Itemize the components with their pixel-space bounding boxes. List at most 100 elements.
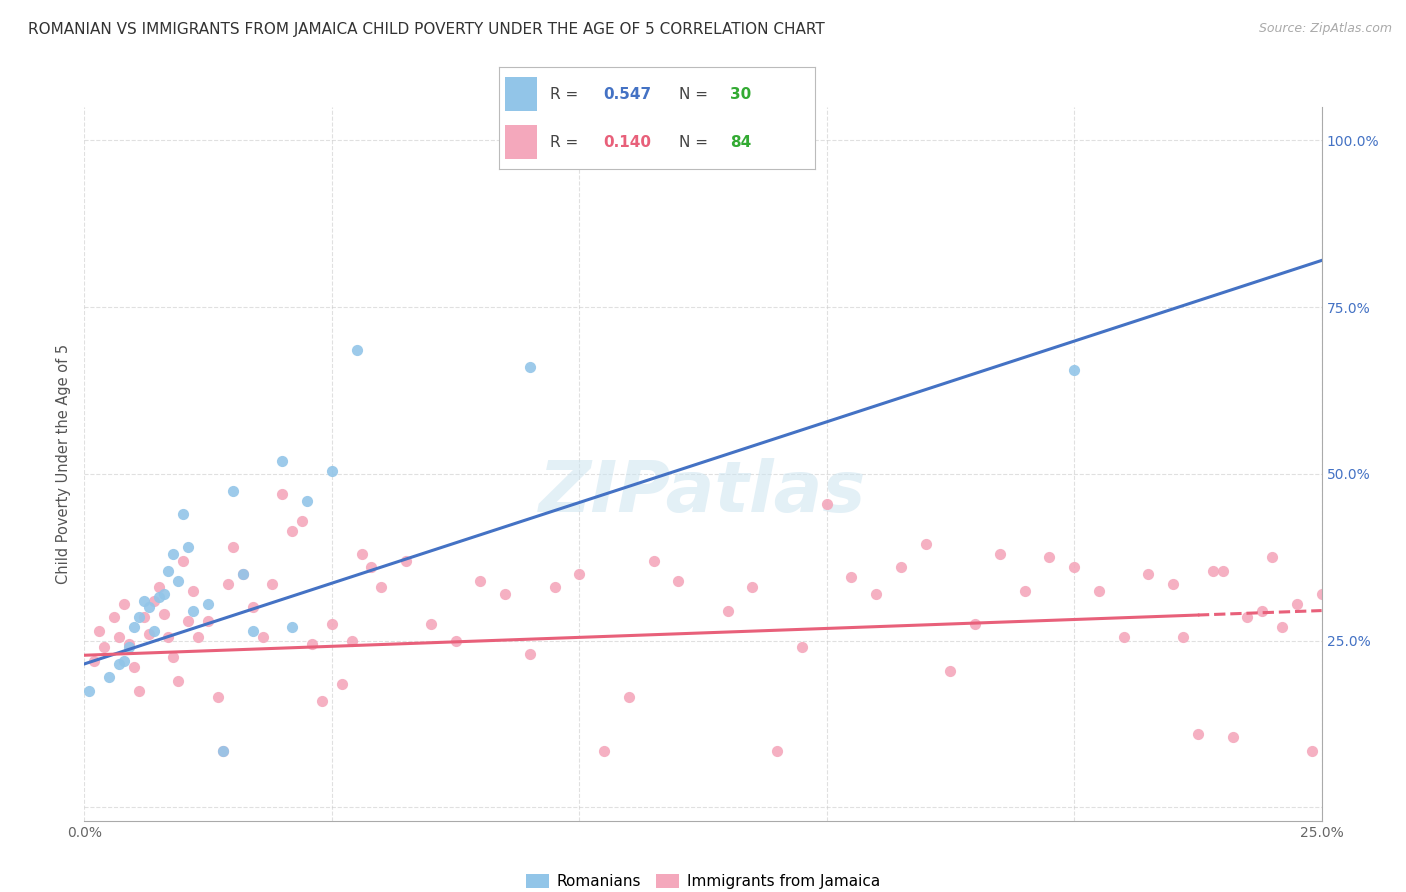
- Point: [301, 637, 323, 651]
- Point: [568, 566, 591, 581]
- Point: [1063, 560, 1085, 574]
- Point: [543, 580, 565, 594]
- Point: [1212, 564, 1234, 578]
- Text: 0.140: 0.140: [603, 135, 651, 150]
- Point: [815, 497, 838, 511]
- Point: [519, 647, 541, 661]
- Point: [717, 603, 740, 617]
- Point: [1038, 550, 1060, 565]
- Point: [1310, 587, 1333, 601]
- Point: [666, 574, 689, 588]
- Point: [122, 620, 145, 634]
- Point: [112, 654, 135, 668]
- Point: [152, 607, 174, 621]
- Point: [108, 630, 131, 644]
- Text: ROMANIAN VS IMMIGRANTS FROM JAMAICA CHILD POVERTY UNDER THE AGE OF 5 CORRELATION: ROMANIAN VS IMMIGRANTS FROM JAMAICA CHIL…: [28, 22, 825, 37]
- Point: [128, 610, 150, 624]
- Point: [346, 343, 368, 358]
- Point: [242, 600, 264, 615]
- Point: [271, 487, 294, 501]
- Point: [142, 593, 165, 607]
- Point: [187, 630, 209, 644]
- Point: [167, 574, 190, 588]
- Point: [112, 597, 135, 611]
- Point: [1261, 550, 1284, 565]
- Point: [360, 560, 382, 574]
- Point: [1251, 603, 1274, 617]
- Point: [939, 664, 962, 678]
- Point: [419, 616, 441, 631]
- Point: [181, 603, 204, 617]
- Point: [157, 564, 180, 578]
- Point: [232, 566, 254, 581]
- Point: [494, 587, 516, 601]
- Point: [197, 614, 219, 628]
- Y-axis label: Child Poverty Under the Age of 5: Child Poverty Under the Age of 5: [56, 343, 72, 584]
- Point: [118, 640, 141, 655]
- Point: [370, 580, 392, 594]
- Point: [122, 660, 145, 674]
- Point: [1063, 363, 1085, 377]
- Point: [340, 633, 363, 648]
- Point: [103, 610, 125, 624]
- Point: [1271, 620, 1294, 634]
- Text: 30: 30: [730, 87, 751, 102]
- Point: [311, 693, 333, 707]
- Text: N =: N =: [679, 135, 713, 150]
- Point: [128, 683, 150, 698]
- Point: [766, 743, 789, 757]
- Point: [295, 493, 318, 508]
- Point: [1222, 731, 1244, 745]
- Point: [1236, 610, 1258, 624]
- Point: [98, 670, 121, 684]
- Point: [643, 553, 665, 567]
- Text: Source: ZipAtlas.com: Source: ZipAtlas.com: [1258, 22, 1392, 36]
- Point: [470, 574, 492, 588]
- Text: N =: N =: [679, 87, 713, 102]
- Text: R =: R =: [550, 87, 583, 102]
- Point: [197, 597, 219, 611]
- Point: [890, 560, 912, 574]
- Point: [281, 620, 304, 634]
- Text: 0.547: 0.547: [603, 87, 651, 102]
- Point: [1014, 583, 1036, 598]
- Point: [1161, 577, 1184, 591]
- Point: [1088, 583, 1111, 598]
- Point: [212, 743, 235, 757]
- Point: [138, 627, 160, 641]
- Point: [262, 577, 284, 591]
- Point: [212, 743, 235, 757]
- Text: ZIPatlas: ZIPatlas: [540, 458, 866, 527]
- Point: [1112, 630, 1135, 644]
- Point: [1285, 597, 1308, 611]
- Point: [291, 514, 314, 528]
- Point: [321, 616, 343, 631]
- FancyBboxPatch shape: [506, 78, 537, 111]
- Point: [593, 743, 616, 757]
- Point: [217, 577, 239, 591]
- Point: [444, 633, 467, 648]
- Point: [132, 593, 155, 607]
- Point: [790, 640, 813, 655]
- Point: [617, 690, 640, 705]
- Point: [232, 566, 254, 581]
- Point: [83, 654, 105, 668]
- Point: [79, 683, 101, 698]
- Legend: Romanians, Immigrants from Jamaica: Romanians, Immigrants from Jamaica: [520, 868, 886, 892]
- Point: [841, 570, 863, 584]
- Point: [177, 540, 200, 554]
- Point: [138, 600, 160, 615]
- Point: [93, 640, 115, 655]
- Point: [157, 630, 180, 644]
- Point: [281, 524, 304, 538]
- Point: [741, 580, 763, 594]
- Point: [865, 587, 887, 601]
- Point: [222, 540, 245, 554]
- Point: [172, 507, 194, 521]
- Point: [242, 624, 264, 638]
- Point: [177, 614, 200, 628]
- Point: [167, 673, 190, 688]
- Point: [330, 677, 353, 691]
- Text: 84: 84: [730, 135, 751, 150]
- Point: [152, 587, 174, 601]
